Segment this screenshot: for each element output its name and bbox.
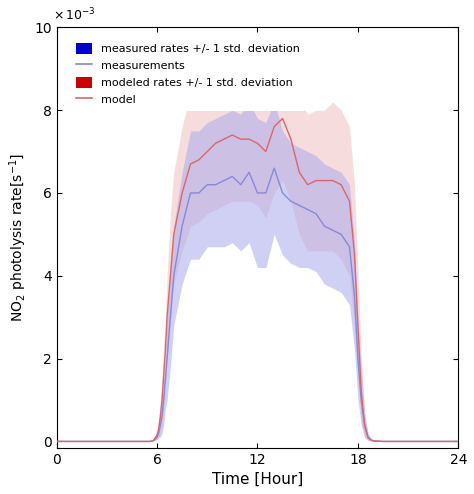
Y-axis label: NO$_2$ photolysis rate[s$^{-1}$]: NO$_2$ photolysis rate[s$^{-1}$]	[7, 153, 28, 322]
Text: $\times\,10^{-3}$: $\times\,10^{-3}$	[53, 6, 95, 23]
X-axis label: Time [Hour]: Time [Hour]	[212, 472, 303, 487]
Legend: measured rates +/- 1 std. deviation, measurements, modeled rates +/- 1 std. devi: measured rates +/- 1 std. deviation, mea…	[70, 37, 306, 111]
